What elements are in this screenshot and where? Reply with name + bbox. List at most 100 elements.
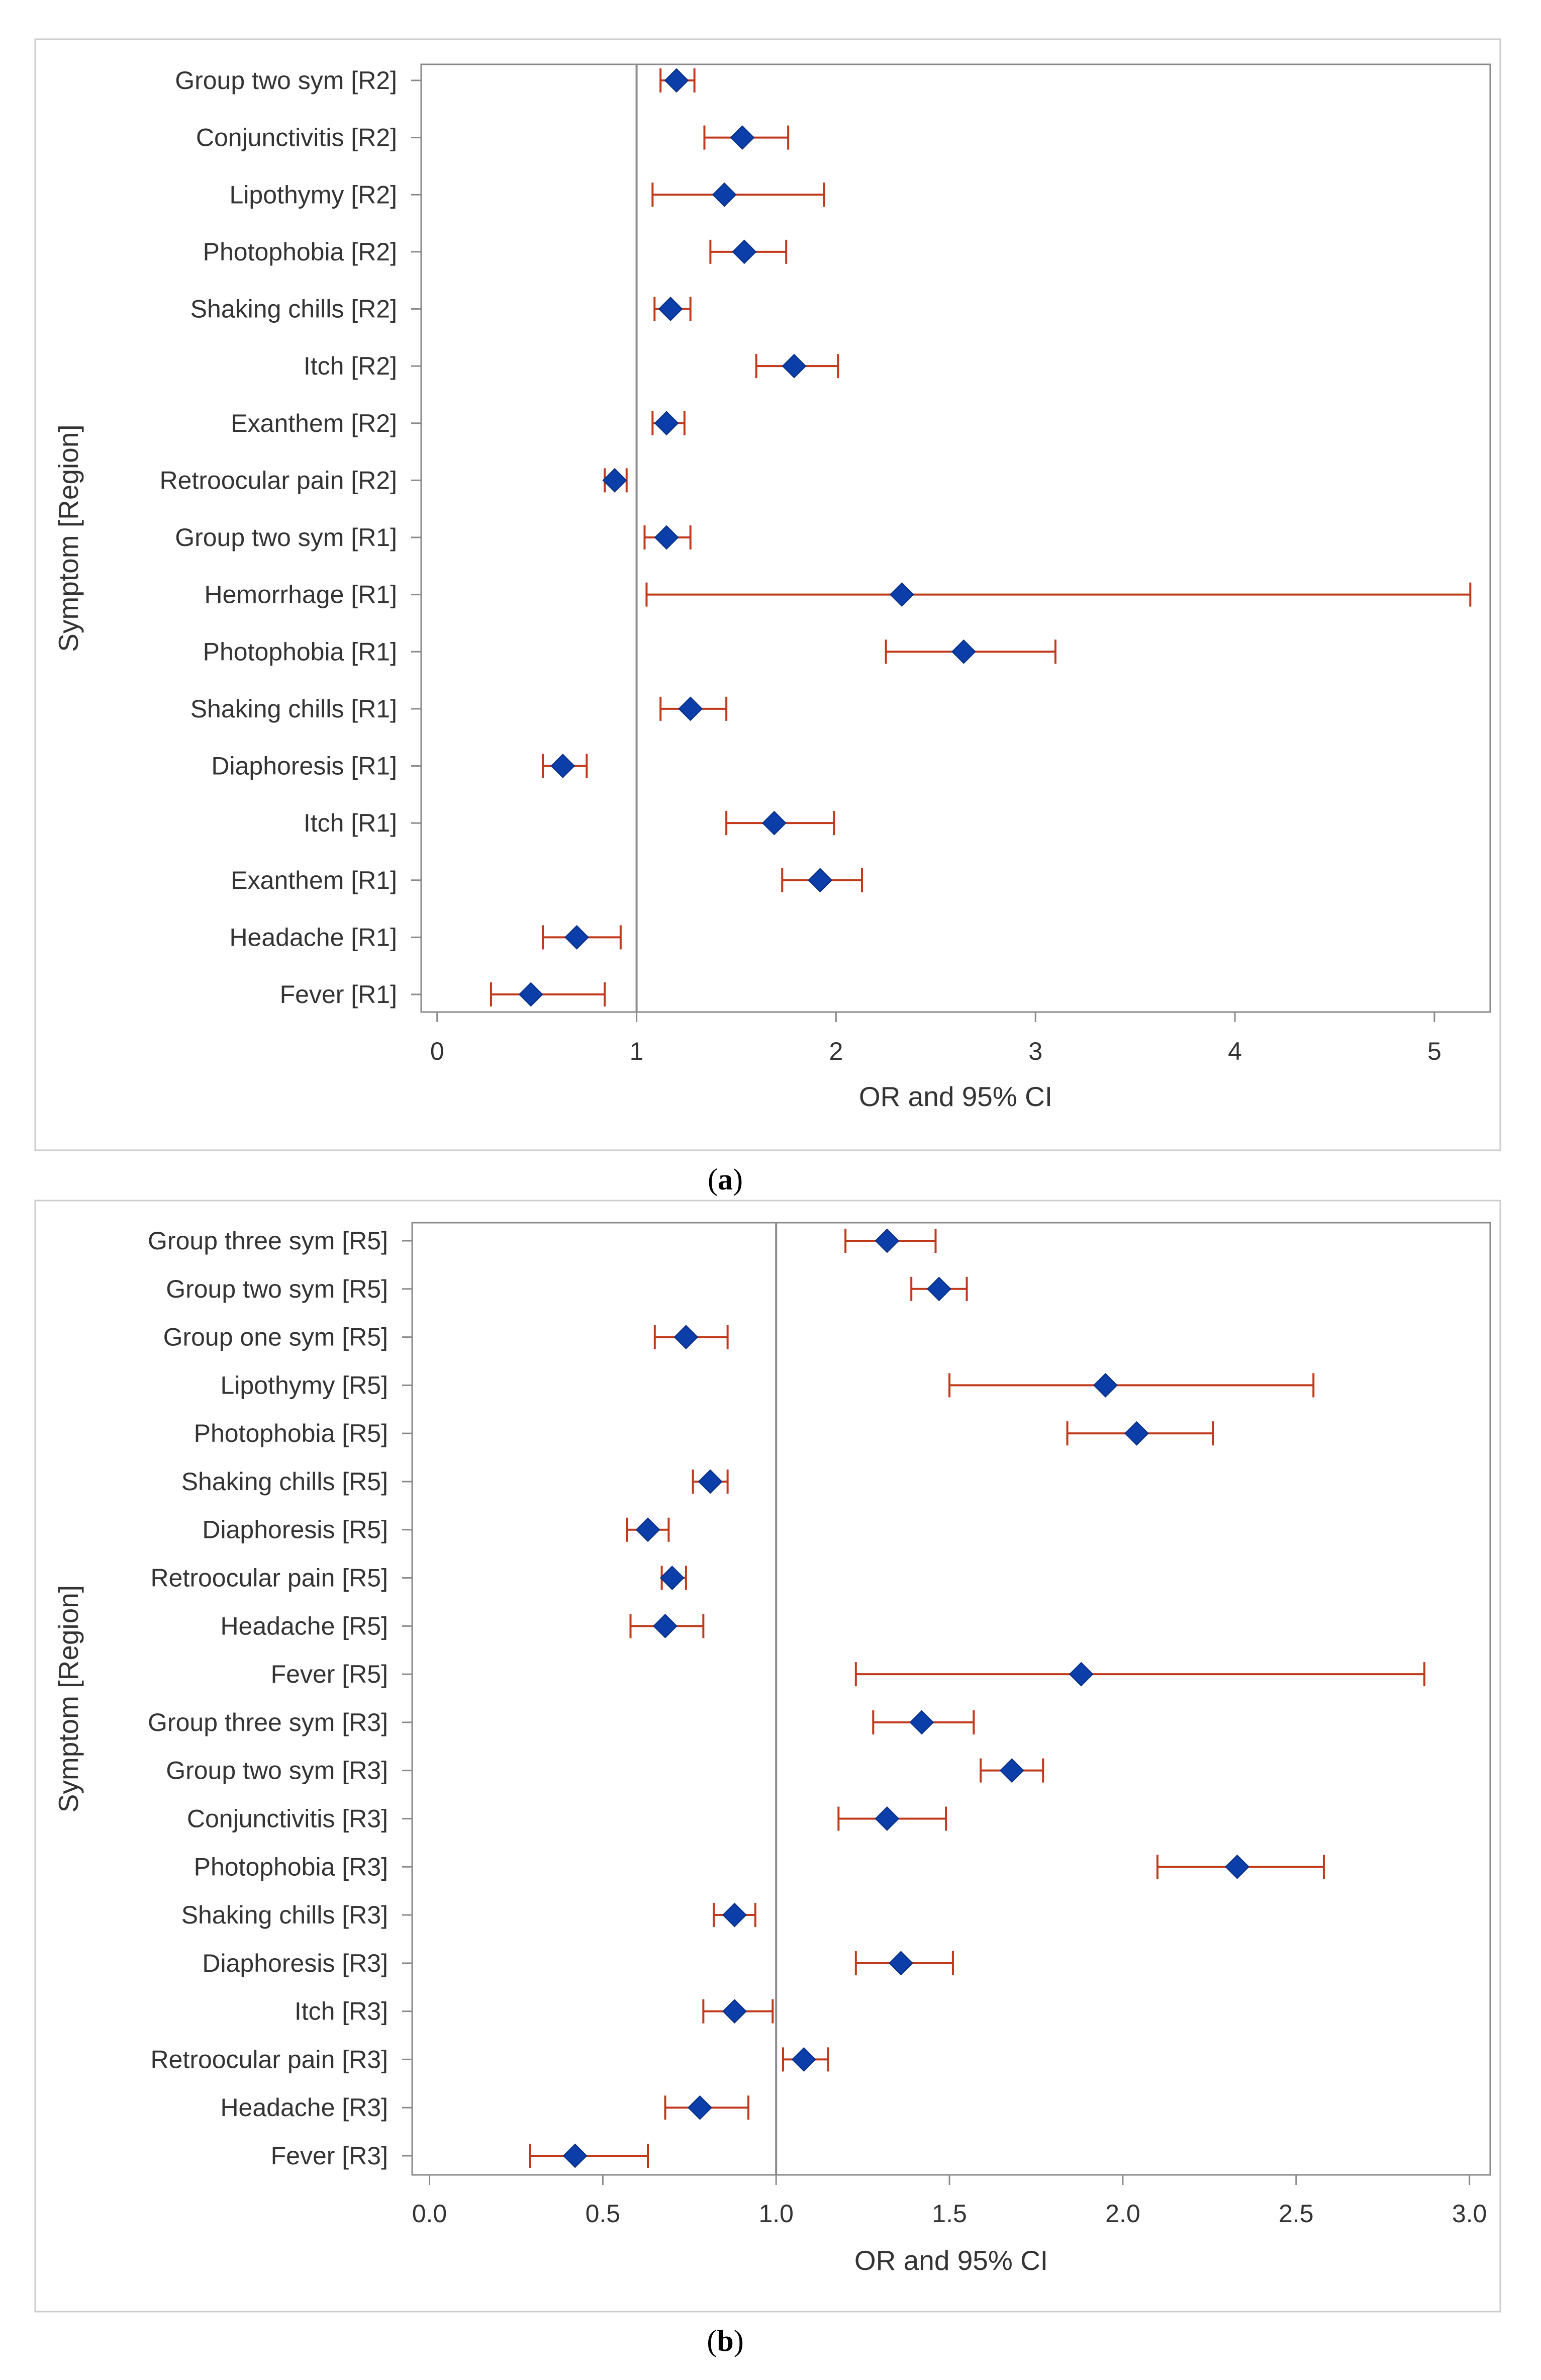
y-tick-label: Retroocular pain [R2] xyxy=(160,466,397,494)
x-tick-label: 1.5 xyxy=(932,2200,967,2228)
x-tick-label: 1.0 xyxy=(758,2200,794,2228)
or-marker xyxy=(875,1228,900,1253)
y-tick-label: Group three sym [R5] xyxy=(148,1227,388,1255)
or-marker xyxy=(730,125,755,150)
or-marker xyxy=(550,754,575,778)
or-marker xyxy=(722,1999,747,2024)
or-marker xyxy=(673,1325,699,1349)
plot-frame xyxy=(411,1222,1491,2176)
or-marker xyxy=(658,297,683,321)
y-tick-label: Group two sym [R5] xyxy=(166,1275,388,1303)
y-tick-label: Itch [R1] xyxy=(304,809,397,837)
or-marker xyxy=(602,468,627,493)
y-tick-label: Group two sym [R3] xyxy=(166,1757,388,1785)
or-marker xyxy=(732,239,757,264)
x-axis-title: OR and 95% CI xyxy=(854,2245,1048,2276)
panel-b-plot: 0.0 0.5 1.0 1.5 2.0 2.5 3.0 OR and 95% CI Sympto… xyxy=(53,1222,1491,2276)
or-marker xyxy=(951,639,976,664)
y-tick-label: Lipothymy [R2] xyxy=(230,180,397,209)
panel-a-plot: 0 1 2 3 4 5 OR and 95% CI Symptom [Region] Group… xyxy=(53,63,1491,1112)
x-tick-label: 0.5 xyxy=(586,2200,621,2228)
y-tick-label: Photophobia [R2] xyxy=(203,238,397,266)
y-tick-label: Shaking chills [R5] xyxy=(181,1468,388,1496)
panel-a: 0 1 2 3 4 5 OR and 95% CI Symptom [Region] Group… xyxy=(34,38,1501,1196)
y-tick-label: Itch [R3] xyxy=(295,1997,388,2026)
y-tick-label: Photophobia [R1] xyxy=(203,637,397,666)
y-tick-label: Diaphoresis [R1] xyxy=(211,752,397,780)
or-marker xyxy=(564,925,589,950)
x-tick-label: 5 xyxy=(1427,1037,1441,1065)
x-tick-label: 2.0 xyxy=(1105,2200,1140,2228)
or-marker xyxy=(1069,1662,1094,1687)
y-tick-label: Retroocular pain [R3] xyxy=(151,2045,388,2073)
panel-a-border xyxy=(34,38,1501,1151)
caption-b: (b) xyxy=(707,2324,743,2357)
or-marker xyxy=(808,868,833,893)
panel-b-border xyxy=(34,1200,1501,2313)
or-marker xyxy=(782,353,807,379)
or-marker xyxy=(722,1902,747,1928)
or-marker xyxy=(688,2095,712,2120)
y-axis-title: Symptom [Region] xyxy=(53,424,84,652)
caption-a: (a) xyxy=(708,1163,743,1196)
or-marker xyxy=(562,2143,588,2168)
y-tick-label: Diaphoresis [R5] xyxy=(202,1516,388,1544)
y-tick-label: Itch [R2] xyxy=(304,352,397,380)
or-marker xyxy=(926,1276,951,1302)
or-marker xyxy=(678,696,703,721)
y-tick-label: Headache [R3] xyxy=(220,2093,388,2122)
y-tick-label: Shaking chills [R2] xyxy=(190,295,397,323)
y-tick-label: Retroocular pain [R5] xyxy=(151,1564,388,1592)
or-marker xyxy=(654,525,679,550)
or-marker xyxy=(999,1758,1024,1783)
or-marker xyxy=(1124,1421,1149,1446)
y-tick-label: Headache [R1] xyxy=(229,923,397,951)
or-marker xyxy=(889,1951,913,1976)
or-marker xyxy=(659,1566,685,1590)
panel-b: 0.0 0.5 1.0 1.5 2.0 2.5 3.0 OR and 95% CI Sympto… xyxy=(34,1200,1501,2357)
plot-frame xyxy=(420,63,1491,1013)
x-tick-label: 3.0 xyxy=(1452,2200,1487,2228)
or-marker xyxy=(909,1710,934,1735)
x-tick-label: 3 xyxy=(1028,1037,1042,1065)
y-tick-label: Exanthem [R2] xyxy=(231,409,397,437)
y-tick-label: Fever [R3] xyxy=(271,2142,388,2170)
or-marker xyxy=(1093,1372,1118,1398)
or-marker xyxy=(664,68,689,93)
x-tick-label: 4 xyxy=(1228,1037,1242,1065)
or-marker xyxy=(518,982,543,1007)
or-marker xyxy=(654,411,679,436)
y-tick-label: Shaking chills [R1] xyxy=(190,695,397,723)
y-tick-label: Conjunctivitis [R2] xyxy=(196,124,397,152)
y-tick-label: Photophobia [R3] xyxy=(194,1853,388,1881)
x-tick-label: 0 xyxy=(430,1037,444,1065)
y-tick-label: Group one sym [R5] xyxy=(163,1323,388,1351)
y-tick-label: Group two sym [R1] xyxy=(175,523,397,552)
y-tick-label: Diaphoresis [R3] xyxy=(202,1949,388,1977)
x-tick-label: 2 xyxy=(829,1037,843,1065)
x-tick-label: 0.0 xyxy=(412,2200,447,2228)
or-marker xyxy=(635,1517,660,1542)
y-tick-label: Exanthem [R1] xyxy=(231,866,397,894)
y-tick-label: Fever [R5] xyxy=(271,1660,388,1688)
y-tick-label: Headache [R5] xyxy=(220,1612,388,1640)
x-axis-title: OR and 95% CI xyxy=(859,1081,1052,1112)
or-marker xyxy=(698,1469,723,1494)
y-tick-label: Group two sym [R2] xyxy=(175,66,397,95)
y-tick-label: Group three sym [R3] xyxy=(148,1708,388,1736)
y-tick-label: Fever [R1] xyxy=(280,980,397,1009)
y-tick-label: Photophobia [R5] xyxy=(194,1419,388,1447)
x-tick-label: 2.5 xyxy=(1279,2200,1314,2228)
or-marker xyxy=(653,1613,678,1638)
x-tick-label: 1 xyxy=(630,1037,644,1065)
y-tick-label: Hemorrhage [R1] xyxy=(205,581,398,609)
y-tick-label: Shaking chills [R3] xyxy=(181,1901,388,1929)
y-axis-title: Symptom [Region] xyxy=(53,1585,84,1812)
or-marker xyxy=(791,2047,816,2072)
y-tick-label: Lipothymy [R5] xyxy=(221,1371,388,1399)
or-marker xyxy=(889,582,914,607)
or-marker xyxy=(875,1806,900,1831)
or-marker xyxy=(712,182,737,207)
or-marker xyxy=(1225,1854,1249,1879)
